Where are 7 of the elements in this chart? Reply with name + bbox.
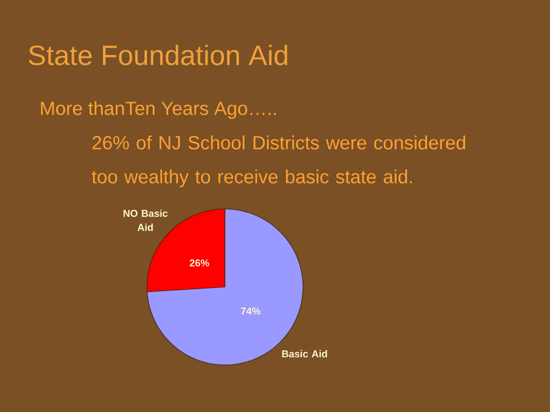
data-label: 74% <box>241 307 260 315</box>
chart-subtitle: More thanTen Years Ago….. <box>41 101 276 119</box>
text: 26% of NJ School Districts were considered too wealthy to receive basic state aid. <box>92 136 466 188</box>
slice-label: NO Basic Aid <box>124 210 168 231</box>
chart-title: State Foundation Aid <box>28 44 288 66</box>
slice-label: Basic Aid <box>282 350 328 358</box>
data-label: 26% <box>190 259 210 266</box>
